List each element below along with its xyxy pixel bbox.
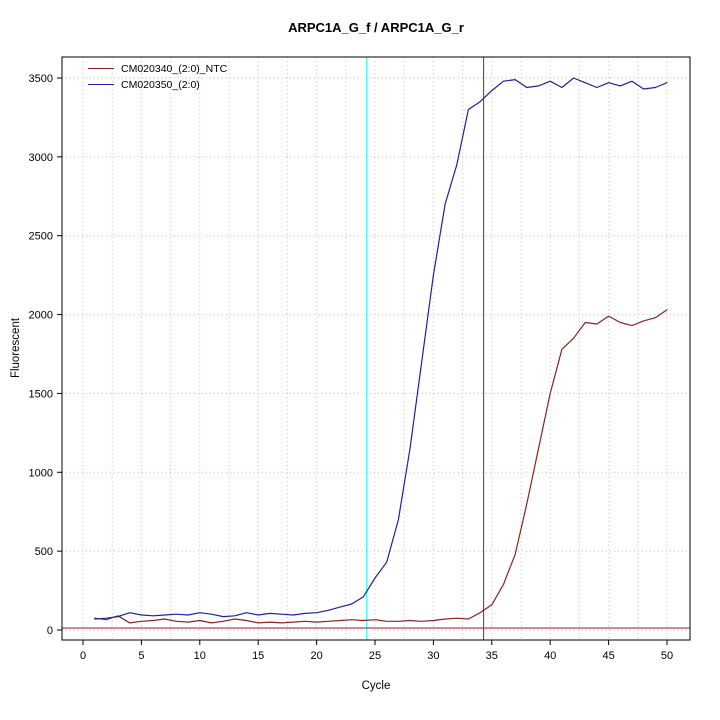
legend-item-ntc: CM020340_(2:0)_NTC bbox=[88, 62, 227, 75]
amplification-curve-0 bbox=[94, 309, 668, 624]
legend-swatch-red-line bbox=[88, 68, 114, 69]
legend-label: CM020350_(2:0) bbox=[121, 78, 200, 91]
y-tick-label: 3500 bbox=[29, 73, 53, 85]
x-tick-label: 30 bbox=[427, 650, 439, 662]
x-tick-label: 20 bbox=[310, 650, 322, 662]
x-tick-label: 35 bbox=[486, 650, 498, 662]
x-tick-label: 45 bbox=[602, 650, 614, 662]
legend-swatch-blue-line bbox=[88, 84, 114, 85]
x-tick-label: 10 bbox=[194, 650, 206, 662]
x-tick-label: 40 bbox=[544, 650, 556, 662]
y-tick-label: 2000 bbox=[29, 310, 53, 322]
x-tick-label: 0 bbox=[80, 650, 86, 662]
x-tick-label: 25 bbox=[369, 650, 381, 662]
x-tick-label: 50 bbox=[661, 650, 673, 662]
amplification-curve-1 bbox=[94, 77, 668, 620]
chart-legend: CM020340_(2:0)_NTC CM020350_(2:0) bbox=[88, 62, 227, 91]
legend-item-sample: CM020350_(2:0) bbox=[88, 78, 227, 91]
y-tick-label: 0 bbox=[47, 625, 53, 637]
x-axis-title: Cycle bbox=[361, 680, 391, 692]
x-tick-label: 5 bbox=[138, 650, 144, 662]
y-tick-label: 500 bbox=[35, 546, 53, 558]
y-tick-label: 3000 bbox=[29, 152, 53, 164]
y-tick-label: 2500 bbox=[29, 231, 53, 243]
y-tick-label: 1500 bbox=[29, 388, 53, 400]
y-axis-title: Fluorescent bbox=[10, 317, 22, 379]
legend-label: CM020340_(2:0)_NTC bbox=[121, 62, 228, 75]
y-tick-label: 1000 bbox=[29, 467, 53, 479]
x-tick-label: 15 bbox=[252, 650, 264, 662]
chart-title: ARPC1A_G_f / ARPC1A_G_r bbox=[288, 20, 464, 35]
plot-border bbox=[61, 56, 691, 641]
